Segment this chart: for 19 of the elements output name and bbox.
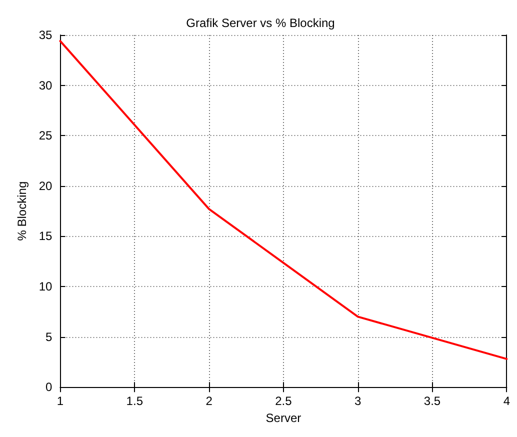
line-series	[59, 40, 508, 360]
y-tick-label: 20	[38, 178, 53, 193]
x-tick-label: 1.5	[126, 394, 144, 408]
x-tick-label: 3	[354, 394, 362, 408]
chart-title: Grafik Server vs % Blocking	[186, 16, 335, 30]
y-tick-label: 25	[38, 128, 53, 143]
x-axis-title: Server	[266, 411, 302, 425]
y-tick-label: 10	[38, 280, 53, 294]
y-tick-label: 15	[38, 229, 53, 244]
y-tick-label: 30	[38, 78, 53, 92]
x-tick-label: 2	[206, 394, 213, 408]
x-tick-label: 4	[503, 394, 510, 408]
y-tick-label: 5	[46, 330, 53, 344]
y-tick-label: 35	[38, 28, 53, 42]
x-tick-label: 1	[56, 394, 64, 408]
x-tick-label: 3.5	[424, 394, 441, 408]
y-tick-label: 0	[46, 380, 53, 394]
y-axis-title: % Blocking	[15, 181, 29, 241]
x-tick-label: 2.5	[275, 394, 292, 408]
